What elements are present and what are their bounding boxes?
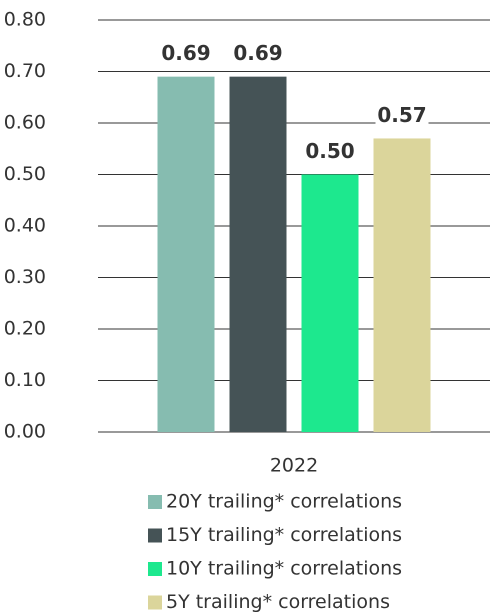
value-label-bg: [303, 139, 357, 166]
value-label: 0.69: [161, 41, 210, 65]
legend-label: 5Y trailing* correlations: [166, 591, 390, 613]
value-label: 0.50: [305, 139, 354, 163]
y-tick-label: 0.60: [4, 112, 46, 134]
legend-label: 20Y trailing* correlations: [166, 491, 402, 513]
bar: [301, 174, 359, 432]
y-tick-label: 0.30: [4, 266, 46, 288]
y-tick-label: 0.70: [4, 60, 46, 82]
x-tick-label: 2022: [270, 455, 318, 477]
bar: [373, 138, 431, 432]
bar: [229, 76, 287, 433]
legend-label: 10Y trailing* correlations: [166, 558, 402, 580]
y-tick-label: 0.00: [4, 421, 46, 443]
value-label-bg: [375, 103, 429, 130]
y-tick-label: 0.40: [4, 215, 46, 237]
legend-swatch: [148, 495, 162, 509]
value-label-bg: [159, 41, 213, 68]
legend-swatch: [148, 562, 162, 576]
value-label-bg: [231, 41, 285, 68]
legend-swatch: [148, 528, 162, 543]
legend-swatch: [148, 595, 162, 610]
value-label: 0.69: [233, 41, 282, 65]
y-tick-label: 0.10: [4, 369, 46, 391]
bar: [157, 76, 215, 433]
legend-label: 15Y trailing* correlations: [166, 524, 402, 546]
value-label: 0.57: [377, 103, 426, 127]
y-tick-label: 0.20: [4, 318, 46, 340]
y-tick-label: 0.50: [4, 163, 46, 185]
y-tick-label: 0.80: [4, 9, 46, 31]
